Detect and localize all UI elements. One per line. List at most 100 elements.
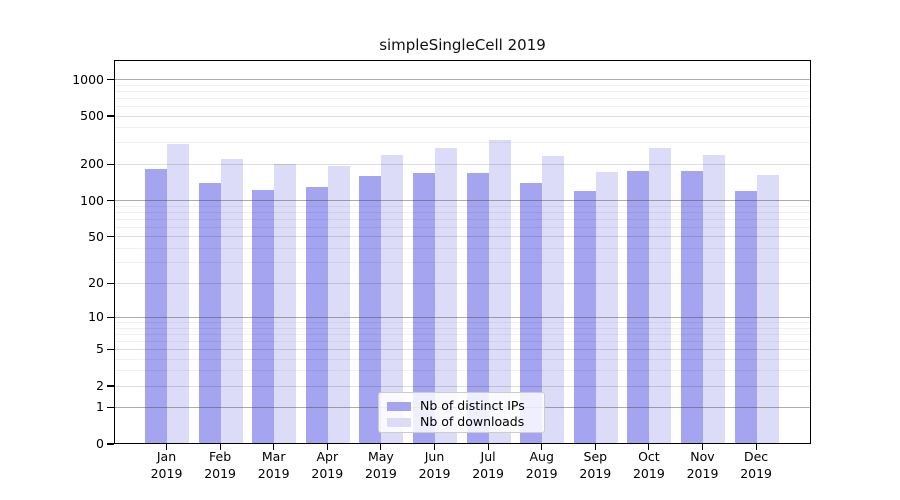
gridline-minor <box>115 262 810 264</box>
x-axis-tick-label: Sep 2019 <box>555 449 635 482</box>
y-axis-tick-label: 100 <box>80 192 104 208</box>
gridline <box>115 115 810 117</box>
gridline-minor <box>115 90 810 92</box>
x-axis-tick <box>326 444 328 450</box>
x-axis-tick-label: Jul 2019 <box>448 449 528 482</box>
bar-nb-of-downloads-dec <box>756 174 779 444</box>
y-axis-tick <box>107 199 114 202</box>
gridline-minor <box>115 105 810 107</box>
y-axis-tick-label: 1 <box>96 399 104 415</box>
gridline <box>115 348 810 350</box>
x-axis-tick-label: Aug 2019 <box>502 449 582 482</box>
x-tick-year: 2019 <box>311 465 344 481</box>
bar-nb-of-distinct-ips-apr <box>305 186 328 444</box>
gridline-minor <box>115 322 810 324</box>
bar-nb-of-downloads-may <box>381 154 404 444</box>
y-axis-tick-label: 200 <box>80 156 104 172</box>
x-tick-year: 2019 <box>364 465 397 481</box>
x-tick-month: Feb <box>209 449 232 464</box>
bar-nb-of-downloads-jan <box>167 143 189 444</box>
gridline-minor <box>115 358 810 360</box>
gridline-minor <box>115 127 810 129</box>
gridline <box>115 282 810 284</box>
gridline <box>115 236 810 238</box>
bar-nb-of-downloads-jun <box>435 148 457 444</box>
bar-nb-of-distinct-ips-aug <box>520 183 543 444</box>
gridline-minor <box>115 340 810 342</box>
x-axis-tick-label: Mar 2019 <box>234 449 314 482</box>
gridline-minor <box>115 205 810 207</box>
x-axis-tick <box>219 444 221 450</box>
x-axis-tick <box>487 444 489 450</box>
x-axis-tick-label: Oct 2019 <box>609 449 689 482</box>
bar-nb-of-downloads-oct <box>649 148 672 444</box>
x-axis-tick <box>433 444 436 450</box>
x-tick-year: 2019 <box>150 465 183 481</box>
x-tick-year: 2019 <box>472 465 504 481</box>
x-tick-month: Sep <box>583 449 608 464</box>
y-axis-tick-label: 0 <box>96 436 104 451</box>
gridline <box>115 316 810 318</box>
bar-nb-of-downloads-mar <box>274 164 297 444</box>
x-tick-month: Jul <box>480 449 496 464</box>
y-axis-tick <box>107 385 114 387</box>
gridline-minor <box>115 226 810 228</box>
bar-nb-of-distinct-ips-mar <box>252 190 275 444</box>
x-tick-month: Jan <box>156 449 177 464</box>
x-axis-tick <box>755 444 757 450</box>
x-tick-month: Nov <box>690 449 715 464</box>
x-axis-tick-label: Dec 2019 <box>716 449 796 482</box>
x-axis-tick-label: Jan 2019 <box>127 449 207 482</box>
gridline-minor <box>115 142 810 144</box>
gridline-minor <box>115 247 810 249</box>
y-axis-tick-label: 500 <box>80 108 104 124</box>
x-tick-year: 2019 <box>525 465 558 481</box>
bar-nb-of-downloads-apr <box>327 166 350 444</box>
y-axis-tick <box>107 316 114 319</box>
x-tick-month: Aug <box>529 449 554 464</box>
x-tick-month: Apr <box>316 449 339 464</box>
bar-nb-of-downloads-nov <box>703 154 725 444</box>
gridline-minor <box>115 211 810 213</box>
y-axis-tick <box>107 443 114 445</box>
bar-nb-of-downloads-aug <box>542 156 565 444</box>
y-axis-tick <box>107 78 114 81</box>
legend: Nb of distinct IPs Nb of downloads <box>378 392 545 433</box>
bar-nb-of-distinct-ips-jul <box>466 173 489 444</box>
y-axis-tick <box>107 235 114 238</box>
bar-nb-of-downloads-feb <box>220 158 243 444</box>
x-axis-tick <box>273 444 275 450</box>
y-axis-tick-label: 1000 <box>72 71 104 87</box>
x-axis-tick <box>594 444 596 450</box>
bar-nb-of-distinct-ips-dec <box>734 190 757 444</box>
x-tick-year: 2019 <box>257 465 290 481</box>
gridline <box>115 385 810 387</box>
x-tick-month: Mar <box>261 449 286 464</box>
bar-nb-of-distinct-ips-jun <box>413 172 435 444</box>
bar-nb-of-downloads-jul <box>488 140 511 444</box>
gridline-minor <box>115 84 810 86</box>
bar-nb-of-distinct-ips-feb <box>198 183 221 444</box>
x-axis-tick <box>648 444 650 450</box>
y-axis-tick-label: 5 <box>96 341 104 357</box>
gridline-minor <box>115 97 810 99</box>
bar-nb-of-distinct-ips-may <box>359 176 382 444</box>
x-axis-tick-label: Feb 2019 <box>180 449 260 482</box>
x-axis-tick <box>701 444 704 450</box>
y-axis-tick <box>107 282 114 284</box>
x-axis-tick <box>541 444 543 450</box>
bar-nb-of-distinct-ips-oct <box>627 170 650 444</box>
x-axis-tick-label: Nov 2019 <box>663 449 743 482</box>
bar-nb-of-distinct-ips-nov <box>681 170 703 444</box>
gridline-minor <box>115 218 810 220</box>
gridline-minor <box>115 333 810 335</box>
legend-label-downloads: Nb of downloads <box>420 414 525 429</box>
gridline <box>115 200 810 201</box>
y-axis-tick <box>107 406 114 409</box>
x-axis-tick-label: May 2019 <box>341 449 421 482</box>
legend-swatch-downloads <box>387 417 411 427</box>
y-axis-tick <box>107 163 114 165</box>
x-axis-tick-label: Jun 2019 <box>395 449 475 482</box>
bar-nb-of-downloads-sep <box>595 172 618 444</box>
